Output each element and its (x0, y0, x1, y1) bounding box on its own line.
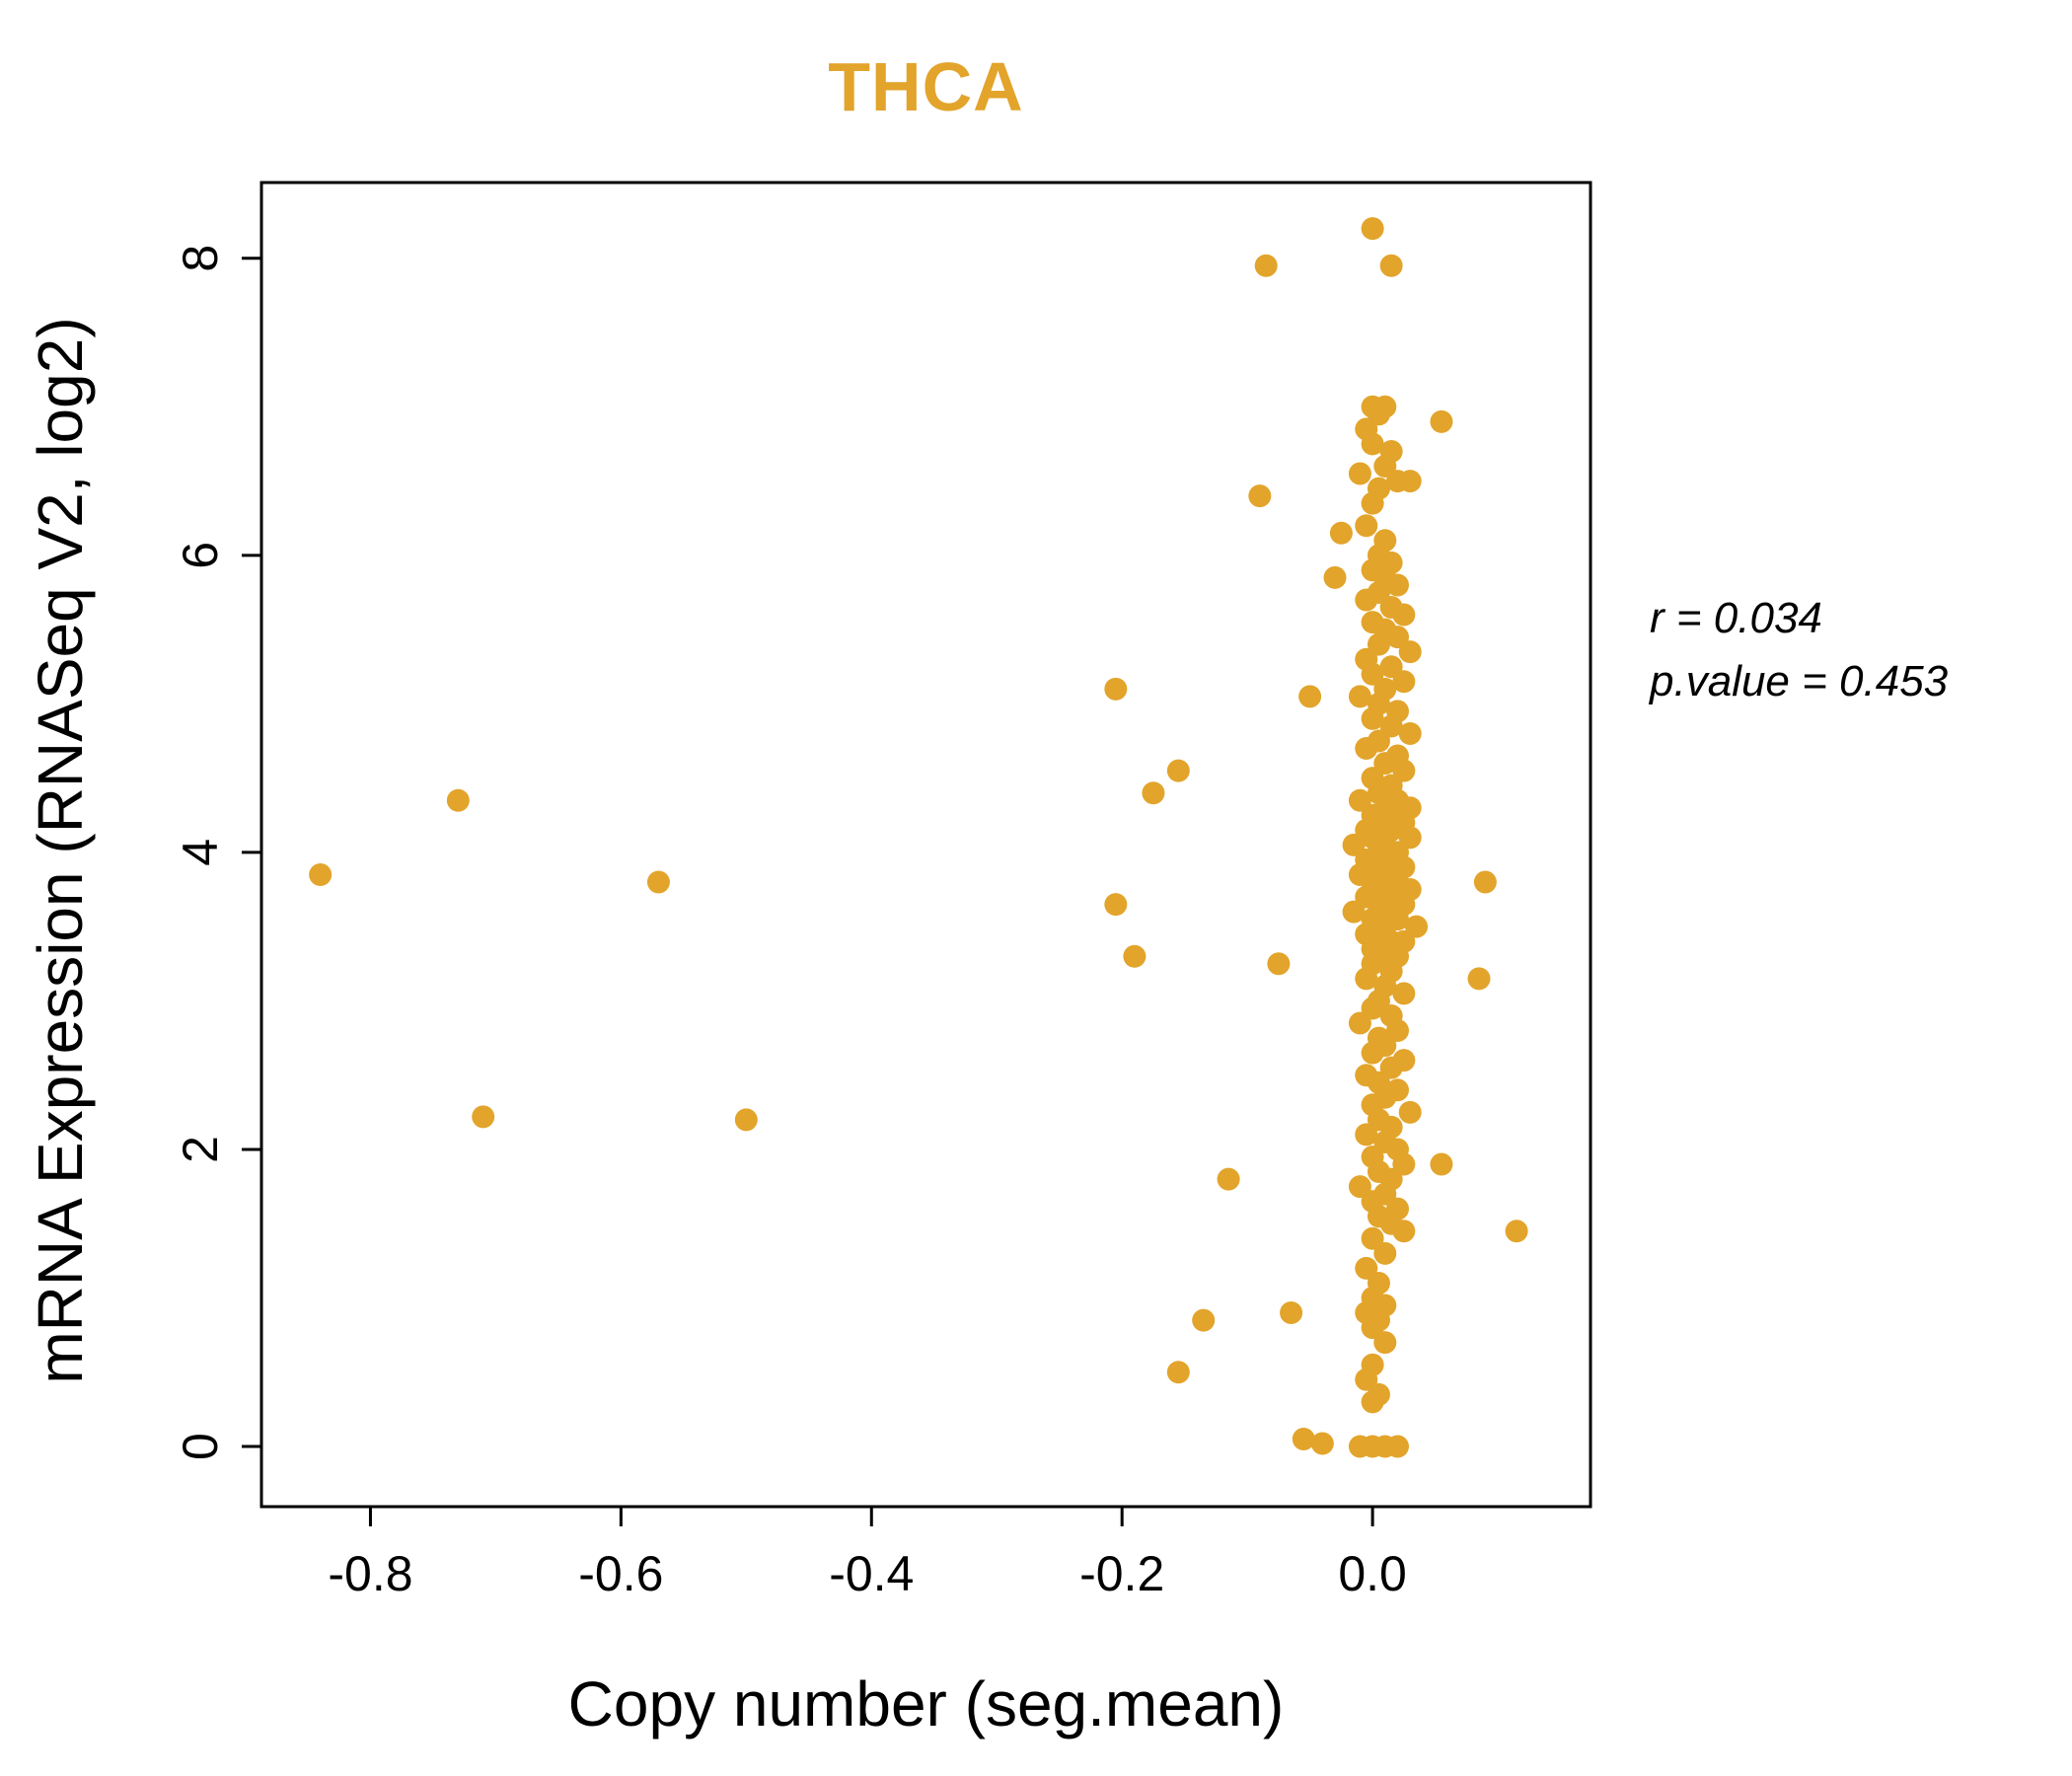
data-point (1373, 752, 1397, 776)
x-tick-label: -0.4 (829, 1546, 914, 1601)
data-point (1392, 670, 1416, 694)
y-tick-label: 0 (173, 1433, 228, 1460)
data-point (1348, 462, 1371, 485)
data-point (1361, 217, 1384, 241)
data-point (1398, 721, 1422, 745)
data-point (1398, 470, 1422, 493)
data-point (1166, 759, 1190, 782)
data-point (1104, 893, 1128, 917)
data-point (1355, 514, 1378, 538)
data-point (1323, 565, 1347, 589)
annotation-p-value: p.value = 0.453 (1650, 656, 1949, 705)
data-point (1379, 254, 1403, 277)
data-point (1392, 982, 1416, 1005)
data-point (1361, 432, 1384, 456)
data-point (1192, 1308, 1216, 1332)
data-point (1348, 788, 1371, 812)
data-point (1361, 1316, 1384, 1340)
data-point (1373, 455, 1397, 479)
data-point (646, 870, 670, 894)
data-point (1430, 409, 1453, 433)
data-point (1367, 632, 1390, 656)
chart-title: THCA (828, 48, 1024, 125)
data-point (1379, 655, 1403, 679)
y-tick-label: 8 (173, 245, 228, 272)
data-point (1385, 1019, 1409, 1043)
plot-border (259, 181, 1592, 1509)
data-point (1473, 870, 1497, 894)
x-axis-title: Copy number (seg.mean) (567, 1668, 1285, 1739)
data-point (1267, 952, 1291, 976)
data-point (1361, 1041, 1384, 1065)
data-point (1355, 737, 1378, 761)
correlation-annotation: r = 0.034 p.value = 0.453 (1650, 587, 1948, 713)
data-point (446, 788, 470, 812)
data-point (1398, 1100, 1422, 1124)
data-point (1348, 1175, 1371, 1199)
data-point (1379, 1056, 1403, 1079)
data-point (1248, 484, 1272, 508)
data-point (1361, 997, 1384, 1020)
data-point (1104, 677, 1128, 701)
data-point (1348, 862, 1371, 886)
data-point (1385, 573, 1409, 597)
data-point (1385, 626, 1409, 649)
data-point (1392, 759, 1416, 782)
data-point (1342, 833, 1366, 856)
data-point (1166, 1361, 1190, 1384)
y-tick-label: 2 (173, 1136, 228, 1163)
data-point (1348, 685, 1371, 708)
y-tick-label: 4 (173, 839, 228, 866)
x-tick-label: -0.6 (578, 1546, 663, 1601)
data-point (1355, 1256, 1378, 1280)
data-point (734, 1108, 758, 1132)
y-tick-label: 6 (173, 542, 228, 569)
data-point (472, 1105, 495, 1129)
data-point (1373, 1241, 1397, 1265)
x-tick-label: -0.8 (328, 1546, 412, 1601)
data-point (1280, 1301, 1303, 1325)
data-point (1217, 1167, 1240, 1191)
data-point (1385, 1435, 1409, 1458)
data-point (1505, 1220, 1528, 1243)
data-point (1355, 1368, 1378, 1391)
data-point (1373, 1331, 1397, 1355)
data-point (1355, 588, 1378, 612)
data-point (1379, 714, 1403, 738)
annotation-r-value: r = 0.034 (1650, 594, 1822, 642)
data-point (1361, 706, 1384, 730)
data-point (1430, 1152, 1453, 1176)
data-point (1355, 885, 1378, 909)
data-point (1398, 826, 1422, 850)
y-axis-title: mRNA Expression (RNASeq V2, log2) (25, 317, 96, 1384)
data-point (1123, 944, 1147, 968)
data-point (1361, 1390, 1384, 1414)
data-point (1467, 967, 1491, 991)
data-point (1405, 915, 1429, 938)
data-point (1142, 781, 1165, 805)
x-tick-label: 0.0 (1338, 1546, 1407, 1601)
data-point (1342, 900, 1366, 924)
data-point (1310, 1432, 1334, 1455)
data-point (1392, 1220, 1416, 1243)
data-point (1292, 1428, 1315, 1451)
data-point (1361, 491, 1384, 515)
data-point (1329, 521, 1353, 545)
data-point (1348, 1011, 1371, 1035)
data-point (1361, 1226, 1384, 1250)
data-point (1254, 254, 1278, 277)
data-point (1398, 640, 1422, 664)
data-point (1355, 1123, 1378, 1147)
data-point (1298, 685, 1322, 708)
data-point (1361, 662, 1384, 686)
data-point (1355, 967, 1378, 991)
x-tick-label: -0.2 (1079, 1546, 1164, 1601)
data-point (1392, 1152, 1416, 1176)
data-point (1392, 603, 1416, 627)
data-point (309, 862, 333, 886)
data-point (1367, 403, 1390, 426)
